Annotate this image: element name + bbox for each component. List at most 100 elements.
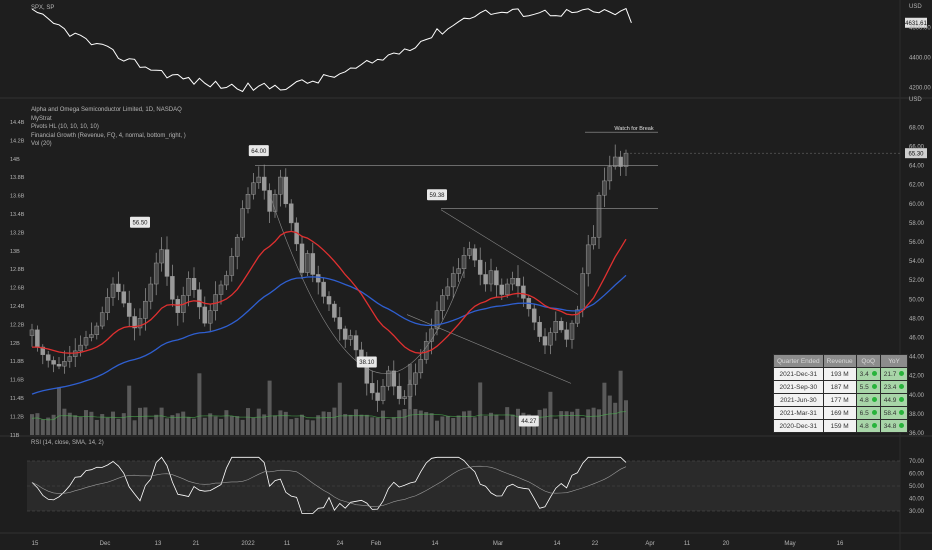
candle-body <box>607 166 613 182</box>
volume-bar <box>262 414 267 435</box>
candle-body <box>159 249 164 264</box>
candle-body <box>413 372 418 385</box>
volume-bar <box>300 414 304 435</box>
volume-bar <box>67 412 72 435</box>
indicator-legend-1[interactable]: Pivots HL (10, 10, 10, 10) <box>31 124 99 130</box>
volume-bar <box>35 413 40 435</box>
pivot-label-box <box>518 415 539 427</box>
volume-bar <box>132 420 137 435</box>
volume-bar <box>170 415 175 435</box>
volume-bar <box>348 414 353 435</box>
col-revenue: Revenue <box>822 354 857 368</box>
rsi-title[interactable]: RSI (14, close, SMA, 14, 2) <box>31 440 104 446</box>
rsi-axis-tick: 70.00 <box>909 459 925 465</box>
volume-bar <box>251 417 256 435</box>
volume-bar <box>62 408 67 435</box>
pivot-label-box <box>130 216 150 228</box>
indicator-legend-0[interactable]: MyStrat <box>31 115 52 122</box>
volume-bar <box>418 410 423 435</box>
candle-body <box>369 383 375 394</box>
candle-body <box>499 284 505 295</box>
volume-bar <box>246 408 250 435</box>
price-axis-tick: 68.00 <box>909 125 925 131</box>
candle-body <box>299 243 305 273</box>
volume-bar <box>354 409 358 435</box>
candle-body <box>148 283 154 302</box>
cell-quarter: 2021-Mar-31 <box>773 406 824 420</box>
volume-bar <box>273 415 277 435</box>
candle-body <box>251 182 256 195</box>
volume-bar <box>467 410 472 435</box>
cell-qoq: 4.8 <box>855 419 881 433</box>
candle-body <box>283 176 289 205</box>
candle-body <box>105 297 110 313</box>
rsi-axis-tick: 30.00 <box>909 509 925 515</box>
price-axis-tick: 62.00 <box>909 183 925 189</box>
volume-bar <box>78 417 83 435</box>
cell-qoq: 5.5 <box>855 380 881 394</box>
candle-body <box>391 370 397 387</box>
cell-revenue: 193 M <box>822 367 857 381</box>
candle-body <box>488 270 494 285</box>
candle-body <box>197 289 202 308</box>
financial-header-row: Quarter Ended Revenue QoQ YoY <box>773 354 909 368</box>
last-price-tag <box>905 148 927 159</box>
spx-axis-tick: 4400.00 <box>909 56 931 62</box>
candle-body <box>623 152 629 167</box>
candle-body <box>207 310 213 324</box>
volume-bar <box>116 418 121 435</box>
candle-body <box>510 278 515 285</box>
volume-bar <box>294 417 299 435</box>
candle-body <box>596 194 602 238</box>
candle-body <box>245 194 251 209</box>
candle-body <box>348 335 353 340</box>
volume-bar <box>559 411 564 435</box>
time-axis-tick: Mar <box>493 541 503 547</box>
positive-dot-icon <box>871 423 877 429</box>
volume-bar <box>516 408 520 435</box>
yoy-value: 58.4 <box>883 409 897 417</box>
candle-body <box>310 253 316 275</box>
table-row: 2021-Mar-31 169 M 6.5 58.4 <box>773 406 909 420</box>
candle-body <box>423 341 429 360</box>
candle-body <box>472 248 478 261</box>
volume-axis-tick: 13.8B <box>10 175 25 181</box>
candle-body <box>234 236 240 257</box>
positive-dot-icon <box>871 371 877 377</box>
candle-body <box>575 309 580 324</box>
volume-bar <box>462 411 466 435</box>
spx-last-tag <box>905 17 927 28</box>
candle-body <box>434 310 440 330</box>
col-yoy: YoY <box>879 354 909 368</box>
candle-body <box>143 300 148 319</box>
time-axis-tick: 2022 <box>241 541 255 547</box>
positive-dot-icon <box>899 410 905 416</box>
indicator-legend-2[interactable]: Financial Growth (Revenue, FQ, 4, normal… <box>31 132 186 139</box>
volume-bar <box>202 417 207 435</box>
volume-bar <box>359 414 364 435</box>
indicator-legend-3[interactable]: Vol (20) <box>31 141 52 147</box>
candle-body <box>45 354 51 361</box>
volume-bar <box>138 407 142 435</box>
price-axis-tick: 52.00 <box>909 278 925 284</box>
volume-axis-tick: 12.4B <box>10 304 25 310</box>
volume-bar <box>235 416 240 435</box>
volume-bar <box>121 413 126 435</box>
candle-body <box>569 322 575 340</box>
candle-body <box>305 253 310 273</box>
volume-bar <box>575 408 580 435</box>
volume-bar <box>505 407 510 435</box>
fast-ma-line <box>32 230 627 354</box>
spx-last-label: 4631.61 <box>905 21 927 27</box>
volume-bar <box>175 413 180 435</box>
candle-body <box>542 336 548 346</box>
candle-body <box>164 249 170 277</box>
candle-body <box>186 278 191 296</box>
time-axis-tick: 14 <box>554 541 561 547</box>
volume-bar <box>154 414 159 435</box>
cell-quarter: 2021-Jun-30 <box>773 393 824 407</box>
table-row: 2021-Jun-30 177 M 4.8 44.9 <box>773 393 909 407</box>
symbol-title[interactable]: Alpha and Omega Semiconductor Limited, 1… <box>31 107 182 113</box>
volume-bar <box>413 408 418 435</box>
